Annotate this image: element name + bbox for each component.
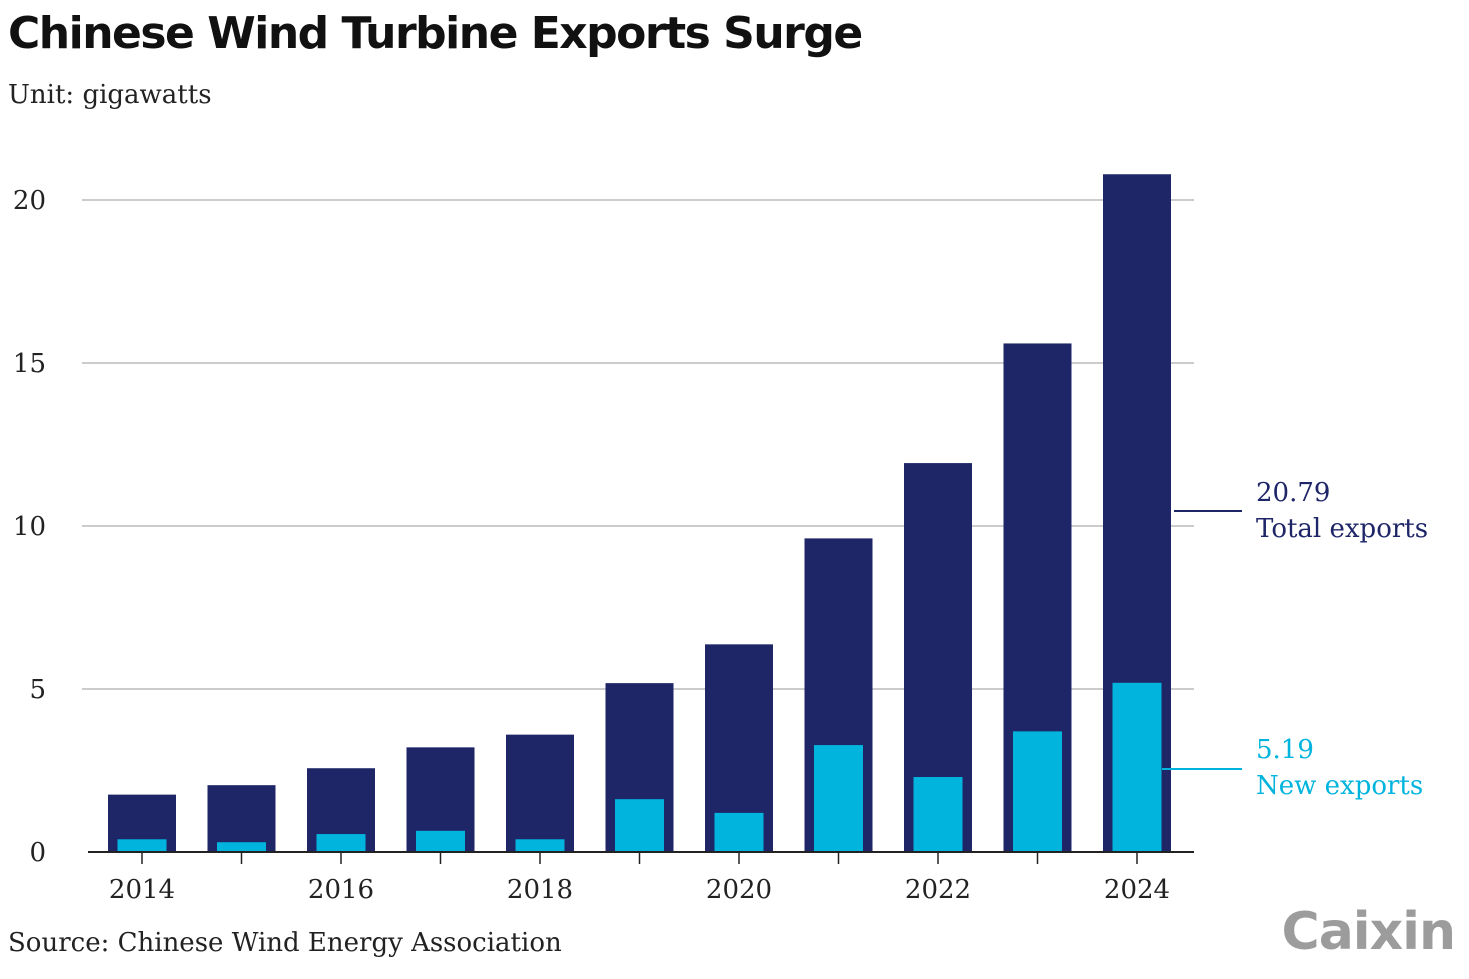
- new-exports-bar-2019: [615, 799, 664, 852]
- total-exports-value: 20.79: [1256, 478, 1330, 508]
- new-exports-bar-2014: [117, 839, 167, 852]
- new-exports-bar-2020: [714, 812, 764, 852]
- new-exports-bar-2015: [217, 842, 266, 852]
- y-tick-label-5: 5: [29, 675, 46, 705]
- total-exports-bar-2015: [207, 785, 276, 852]
- source-note: Source: Chinese Wind Energy Association: [8, 928, 562, 958]
- y-tick-label-15: 15: [13, 349, 46, 379]
- x-tick-label-2020: 2020: [706, 875, 772, 905]
- x-axis-ticks: 2014 2016 2018 2020 2022 2024: [109, 852, 1170, 905]
- total-exports-label: Total exports: [1256, 514, 1428, 544]
- y-axis-ticks: 0 5 10 15 20: [13, 186, 46, 868]
- x-tick-label-2014: 2014: [109, 875, 175, 905]
- y-tick-label-0: 0: [29, 838, 46, 868]
- new-exports-bar-2022: [913, 777, 963, 852]
- new-exports-bar-2017: [416, 830, 465, 852]
- new-exports-bars: [117, 682, 1162, 852]
- total-exports-bar-2018: [506, 734, 574, 852]
- new-exports-label: New exports: [1256, 771, 1423, 801]
- total-exports-bars: [108, 174, 1171, 853]
- new-exports-value: 5.19: [1256, 735, 1314, 765]
- chart-title: Chinese Wind Turbine Exports Surge: [8, 8, 863, 59]
- new-exports-bar-2016: [316, 834, 366, 852]
- y-tick-label-20: 20: [13, 186, 46, 216]
- caixin-logo: Caixin: [1281, 902, 1456, 962]
- x-tick-label-2022: 2022: [905, 875, 971, 905]
- y-tick-label-10: 10: [13, 512, 46, 542]
- new-exports-bar-2021: [814, 745, 863, 852]
- new-exports-bar-2024: [1112, 682, 1162, 852]
- new-exports-bar-2018: [515, 839, 565, 852]
- x-tick-label-2024: 2024: [1104, 875, 1170, 905]
- x-tick-label-2016: 2016: [308, 875, 374, 905]
- chart-subtitle: Unit: gigawatts: [8, 80, 212, 110]
- new-exports-bar-2023: [1013, 731, 1062, 852]
- x-tick-label-2018: 2018: [507, 875, 573, 905]
